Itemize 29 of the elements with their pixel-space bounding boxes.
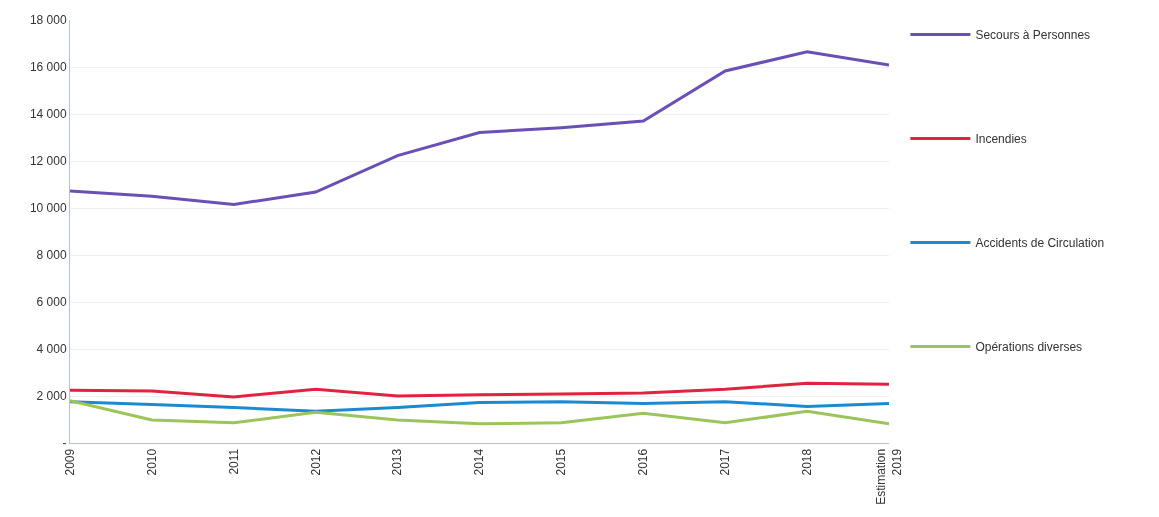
y-tick-label: 8 000 [36, 248, 67, 263]
x-tick-label: 2017 [718, 448, 733, 476]
y-tick-label: 6 000 [36, 295, 67, 310]
y-tick-label: 14 000 [29, 107, 67, 122]
legend-label: Accidents de Circulation [975, 236, 1105, 251]
y-tick-label: - [62, 436, 67, 451]
x-tick-label: 2010 [144, 448, 159, 476]
y-tick-label: 18 000 [29, 13, 67, 28]
y-tick-label: 10 000 [29, 201, 67, 216]
y-tick-label: 2 000 [36, 389, 67, 404]
x-tick-label: 2009 [62, 448, 77, 476]
line-series [70, 399, 889, 426]
x-tick-label: 2015 [554, 448, 569, 476]
x-tick-label: 2013 [390, 448, 405, 476]
x-tick-label: Estimation 2019 [874, 448, 904, 505]
legend-label: Opérations diverses [975, 340, 1083, 355]
x-tick-label: 2016 [636, 448, 651, 476]
line-series [70, 50, 889, 206]
x-tick-label: 2012 [308, 448, 323, 476]
legend-label: Incendies [975, 132, 1027, 147]
line-series [70, 381, 889, 399]
x-tick-label: 2011 [226, 448, 241, 475]
y-tick-label: 4 000 [36, 342, 67, 357]
x-tick-label: 2014 [472, 448, 487, 476]
legend-label: Secours à Personnes [975, 28, 1091, 43]
y-tick-label: 16 000 [29, 60, 67, 75]
y-tick-label: 12 000 [29, 154, 67, 169]
x-tick-label: 2018 [800, 448, 814, 476]
line-series [70, 400, 889, 413]
